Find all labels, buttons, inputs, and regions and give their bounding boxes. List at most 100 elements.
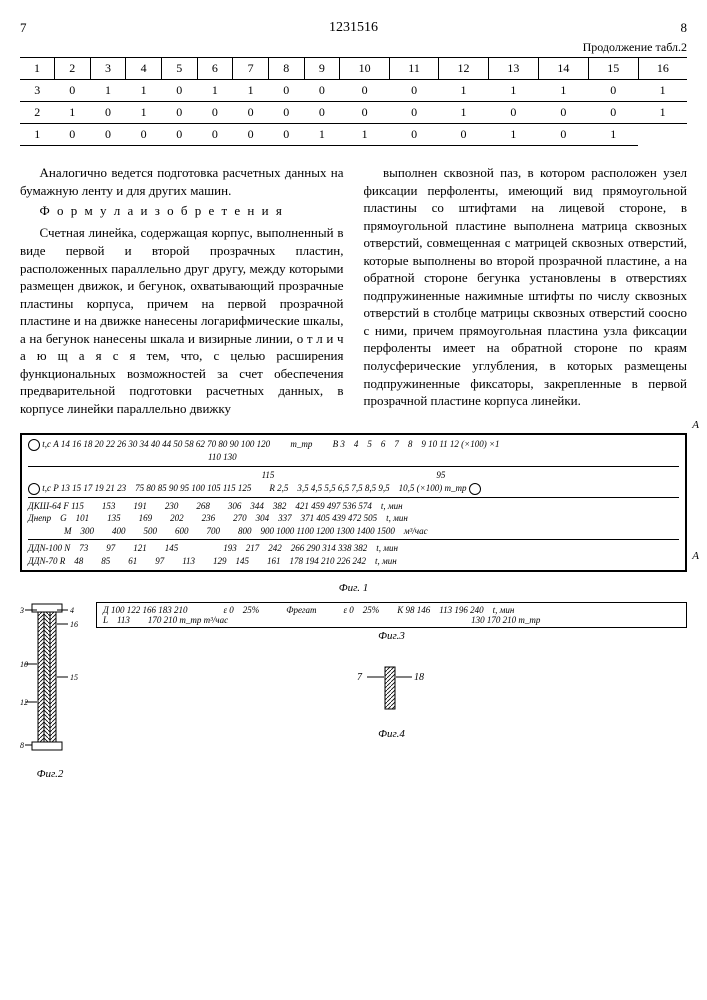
section-marker-a-bottom: A <box>692 550 699 562</box>
marker-circle <box>469 483 481 495</box>
table-cell: 0 <box>197 102 233 124</box>
table-cell: 0 <box>90 124 126 146</box>
table-cell: 0 <box>54 124 90 146</box>
figure-2-caption: Фиг.2 <box>20 768 80 780</box>
page-number-right: 8 <box>647 20 687 36</box>
table-cell: 1 <box>197 80 233 102</box>
table-cell: 0 <box>268 80 304 102</box>
table-cell: 1 <box>439 102 489 124</box>
table-cell: 1 <box>638 80 687 102</box>
fig1-ddn70-row: ДДN-70 R 48 85 61 97 113 129 145 161 178… <box>28 555 679 568</box>
table-cell: 1 <box>488 124 538 146</box>
table-cell: 0 <box>488 102 538 124</box>
fig1-flow-row: M 300 400 500 600 700 800 900 1000 1100 … <box>28 525 679 538</box>
table-cell: 0 <box>126 124 162 146</box>
table-cell: 1 <box>304 124 340 146</box>
fig1-scale-row3: t,с P 13 15 17 19 21 23 75 80 85 90 95 1… <box>42 483 466 493</box>
table-cell: 1 <box>638 102 687 124</box>
table-col-header: 16 <box>638 58 687 80</box>
table-col-header: 7 <box>233 58 269 80</box>
section-marker-a-top: A <box>692 419 699 431</box>
svg-text:10: 10 <box>20 660 28 669</box>
table-col-header: 2 <box>54 58 90 80</box>
claim-part-1: Счетная линейка, содержащая корпус, выпо… <box>20 224 344 417</box>
fig1-dksh64-row: ДКШ-64 F 115 153 191 230 268 306 344 382… <box>28 500 679 513</box>
table-cell: 1 <box>126 102 162 124</box>
svg-text:12: 12 <box>20 698 28 707</box>
figure-4: 7 18 Фиг.4 <box>96 662 687 740</box>
table-col-header: 11 <box>390 58 439 80</box>
fig3-content: Д 100 122 166 183 210 ε 0 25% Фрегат ε 0… <box>103 605 680 625</box>
table-cell: 2 <box>20 102 54 124</box>
figure-1-caption: Фиг. 1 <box>20 582 687 594</box>
table-cell: 0 <box>340 102 390 124</box>
fig4-label-18: 18 <box>414 672 424 683</box>
table-cell: 0 <box>233 124 269 146</box>
table-cell: 0 <box>340 80 390 102</box>
svg-text:16: 16 <box>70 620 78 629</box>
figure-4-caption: Фиг.4 <box>96 728 687 740</box>
figure-3: Д 100 122 166 183 210 ε 0 25% Фрегат ε 0… <box>96 602 687 628</box>
table-cell: 1 <box>233 80 269 102</box>
table-col-header: 14 <box>538 58 588 80</box>
svg-text:4: 4 <box>70 606 74 615</box>
table-cell: 0 <box>233 102 269 124</box>
table-cell: 0 <box>268 124 304 146</box>
table-cell: 0 <box>390 102 439 124</box>
table-col-header: 6 <box>197 58 233 80</box>
table-col-header: 4 <box>126 58 162 80</box>
data-table-2: 12345678910111213141516 3011011000011101… <box>20 57 687 146</box>
table-cell: 1 <box>488 80 538 102</box>
table-cell: 0 <box>439 124 489 146</box>
table-cell: 1 <box>54 102 90 124</box>
table-cell: 1 <box>439 80 489 102</box>
table-col-header: 3 <box>90 58 126 80</box>
table-cell: 0 <box>588 102 638 124</box>
fig1-scale-row1: t,с A 14 16 18 20 22 26 30 34 40 44 50 5… <box>42 439 499 449</box>
table-cell: 1 <box>588 124 638 146</box>
table-cell: 0 <box>538 102 588 124</box>
table-cell: 0 <box>161 124 197 146</box>
table-cell: 1 <box>20 124 54 146</box>
table-col-header: 15 <box>588 58 638 80</box>
table-cell: 0 <box>390 124 439 146</box>
svg-text:15: 15 <box>70 673 78 682</box>
fig1-ddn100-row: ДДN-100 N 73 97 121 145 193 217 242 266 … <box>28 542 679 555</box>
table-col-header: 8 <box>268 58 304 80</box>
table-cell: 0 <box>90 102 126 124</box>
claim-part-2: выполнен сквозной паз, в котором располо… <box>364 164 688 410</box>
table-col-header: 1 <box>20 58 54 80</box>
figure-3-caption: Фиг.3 <box>96 630 687 642</box>
fig1-scale-row2: 115 95 <box>28 469 679 482</box>
table-col-header: 12 <box>439 58 489 80</box>
table-cell: 0 <box>390 80 439 102</box>
patent-number: 1231516 <box>60 20 647 36</box>
table-col-header: 13 <box>488 58 538 80</box>
table-cell: 1 <box>340 124 390 146</box>
figure-1: t,с A 14 16 18 20 22 26 30 34 40 44 50 5… <box>20 433 687 572</box>
fig1-dnepr-row: Днепр G 101 135 169 202 236 270 304 337 … <box>28 512 679 525</box>
table-cell: 0 <box>304 102 340 124</box>
table-cell: 0 <box>54 80 90 102</box>
formula-heading: Ф о р м у л а и з о б р е т е н и я <box>20 202 344 220</box>
svg-text:8: 8 <box>20 741 24 750</box>
table-col-header: 9 <box>304 58 340 80</box>
fig4-label-7: 7 <box>357 672 363 683</box>
table-continuation-label: Продолжение табл.2 <box>20 40 687 55</box>
table-cell: 0 <box>588 80 638 102</box>
page-number-left: 7 <box>20 20 60 36</box>
table-cell: 1 <box>126 80 162 102</box>
table-cell: 3 <box>20 80 54 102</box>
marker-circle <box>28 439 40 451</box>
table-col-header: 10 <box>340 58 390 80</box>
fig1-scale-row1b: 110 130 <box>28 451 679 464</box>
table-cell: 0 <box>197 124 233 146</box>
marker-circle <box>28 483 40 495</box>
table-cell: 0 <box>161 102 197 124</box>
table-col-header: 5 <box>161 58 197 80</box>
table-cell: 1 <box>90 80 126 102</box>
table-cell: 0 <box>538 124 588 146</box>
svg-text:3: 3 <box>20 606 24 615</box>
table-cell: 1 <box>538 80 588 102</box>
body-text: Аналогично ведется подготовка расчетных … <box>20 164 687 417</box>
